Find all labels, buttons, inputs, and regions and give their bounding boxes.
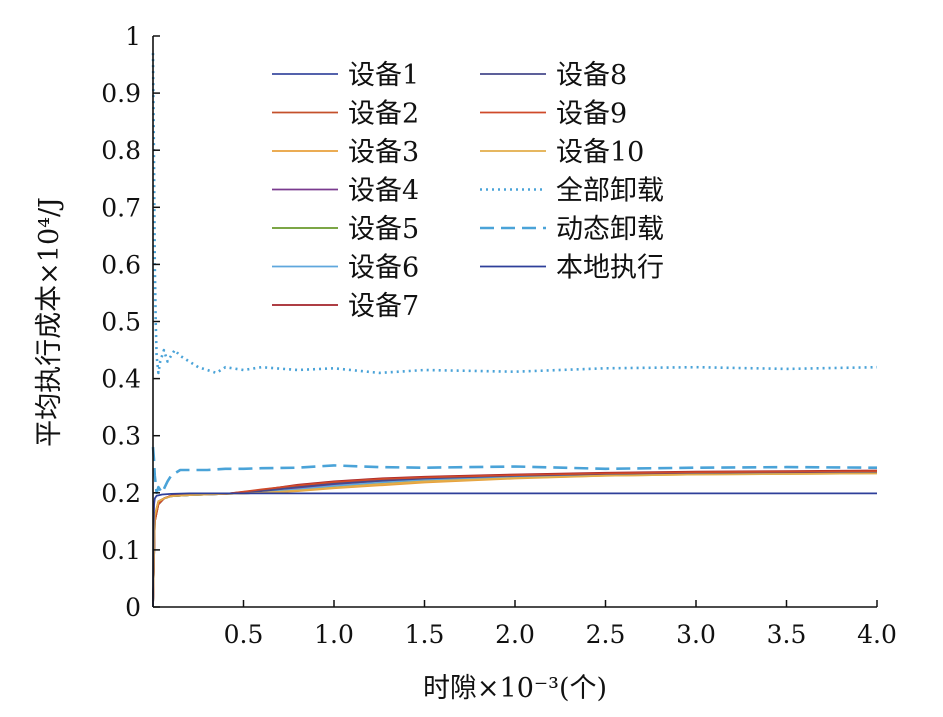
y-tick-label: 0.5 [101,308,141,337]
x-axis-ticks: 0.5 1.0 1.5 2.0 2.5 3.0 3.5 4.0 [224,600,897,649]
legend-label: 全部卸载 [556,176,664,207]
legend-label: 设备5 [348,214,419,245]
x-tick-label: 3.0 [676,620,716,649]
series-line-11 [151,53,878,375]
axes [152,36,877,608]
y-axis-ticks: 0 0.1 0.2 0.3 0.4 0.5 0.6 0.7 0.8 0.9 1 [101,22,160,622]
x-tick-label: 2.0 [495,620,535,649]
series-line-13 [152,492,877,608]
y-tick-label: 0.2 [101,479,141,508]
y-tick-label: 0.9 [101,79,141,108]
y-tick-label: 0.8 [101,136,141,165]
y-axis-title: 平均执行成本×10⁴/J [34,197,65,447]
x-tick-label: 2.5 [586,620,626,649]
x-tick-label: 4.0 [857,620,897,649]
legend-label: 设备1 [348,60,419,91]
y-tick-label: 0.3 [101,422,141,451]
x-tick-label: 1.0 [314,620,354,649]
x-tick-label: 1.5 [405,620,445,649]
legend-label: 设备2 [348,99,419,130]
legend-label: 设备8 [556,60,627,91]
y-tick-label: 0.4 [101,365,141,394]
y-tick-label: 0.6 [101,250,141,279]
x-tick-label: 0.5 [224,620,264,649]
legend-label: 设备6 [348,253,419,284]
plot-lines [151,53,878,608]
x-axis-title: 时隙×10⁻³(个) [423,673,607,704]
series-line-10 [152,472,878,608]
x-tick-label: 3.5 [767,620,807,649]
legend: 设备1 设备2 设备3 设备4 设备5 设备6 设备7 设备8 设备9 设备10 全部卸载动态卸载本… [272,60,664,322]
legend-label: 本地执行 [556,253,664,284]
legend-label: 设备10 [556,137,644,168]
legend-label: 设备3 [348,137,419,168]
series-line-12 [151,446,878,495]
legend-label: 设备9 [556,99,627,130]
legend-label: 设备4 [348,176,419,207]
legend-label: 设备7 [348,291,419,322]
y-tick-label: 0.7 [101,193,141,222]
y-tick-label: 0.1 [101,536,141,565]
legend-label: 动态卸载 [556,214,664,245]
y-tick-label: 1 [125,22,141,51]
y-tick-label: 0 [125,593,141,622]
